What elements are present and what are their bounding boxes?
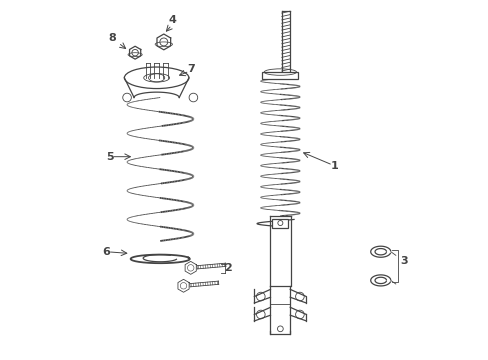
Ellipse shape (128, 53, 142, 57)
Ellipse shape (124, 67, 188, 89)
Text: 4: 4 (168, 15, 176, 26)
Polygon shape (129, 46, 141, 59)
Polygon shape (185, 261, 196, 274)
Text: 6: 6 (102, 247, 110, 257)
Text: 7: 7 (186, 64, 194, 74)
Text: 3: 3 (400, 256, 407, 266)
Polygon shape (157, 34, 170, 50)
Polygon shape (178, 279, 189, 292)
Text: 5: 5 (106, 152, 114, 162)
Text: 1: 1 (329, 161, 337, 171)
Ellipse shape (155, 42, 172, 47)
Text: 2: 2 (224, 263, 232, 273)
Bar (262, 72, 298, 78)
Bar (272, 219, 288, 228)
Text: 8: 8 (108, 33, 116, 43)
